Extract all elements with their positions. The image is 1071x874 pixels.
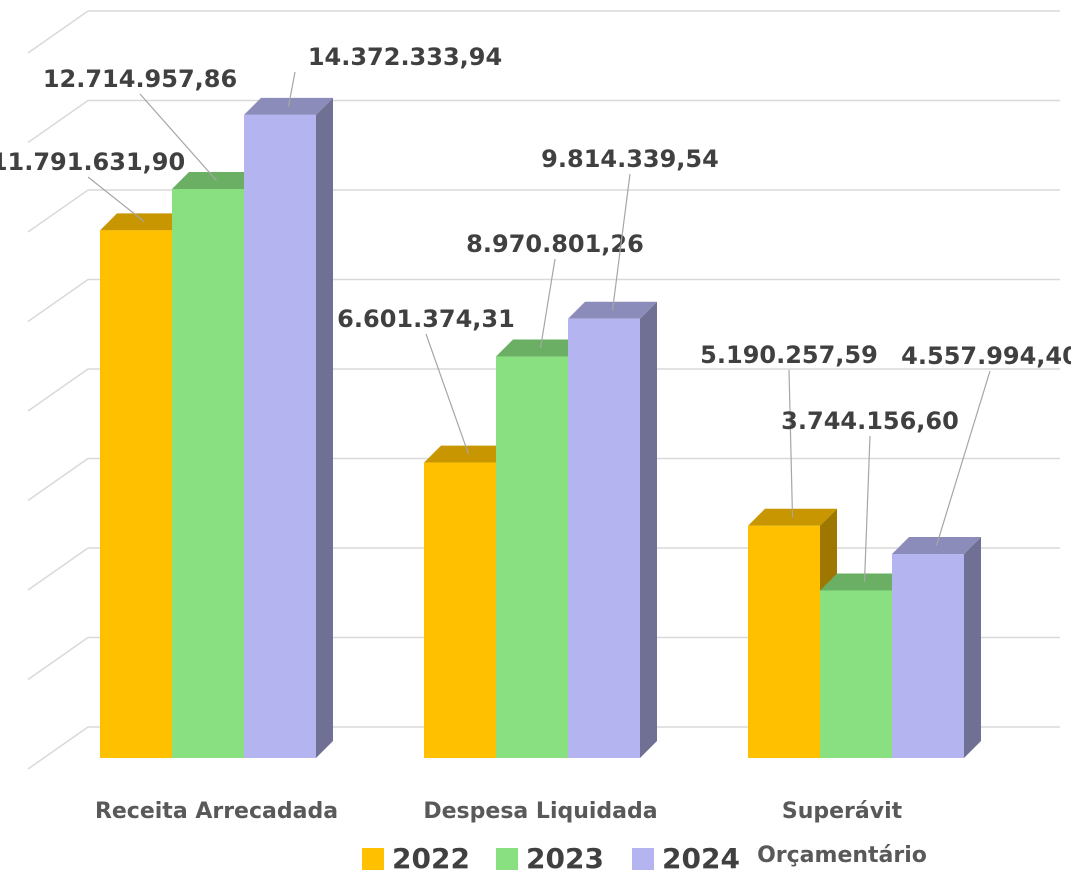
data-label: 8.970.801,26 — [466, 230, 644, 258]
leader-line — [425, 333, 470, 455]
grid-line-floor — [27, 99, 89, 144]
leader-line — [87, 176, 145, 223]
leader-line — [287, 71, 296, 107]
leader-line — [611, 173, 631, 311]
grid-line-floor — [27, 278, 89, 323]
legend-label: 2024 — [662, 842, 740, 874]
data-label: 14.372.333,94 — [308, 43, 502, 71]
bar — [172, 189, 244, 759]
bar — [244, 114, 316, 758]
bar — [820, 590, 892, 758]
data-label: 4.557.994,40 — [901, 342, 1071, 370]
bar — [748, 525, 820, 758]
bar — [568, 318, 640, 758]
legend-label: 2023 — [526, 842, 604, 874]
bar — [496, 356, 568, 758]
legend-swatch — [496, 848, 518, 870]
legend-label: 2022 — [392, 842, 470, 874]
legend-swatch — [632, 848, 654, 870]
grid-line-floor — [27, 368, 89, 412]
category-label: Receita Arrecadada — [94, 799, 339, 824]
bar — [100, 230, 172, 759]
grid-line-floor — [27, 457, 89, 502]
leader-line — [539, 258, 556, 349]
bar — [892, 554, 964, 758]
data-label: 6.601.374,31 — [337, 305, 515, 333]
bar — [424, 462, 496, 758]
bar-side — [640, 301, 657, 758]
bar-side — [964, 537, 981, 758]
legend-swatch — [362, 848, 384, 870]
leader-line — [788, 369, 794, 518]
leader-line — [139, 93, 217, 181]
data-label: 11.791.631,90 — [0, 148, 185, 176]
grid-line-floor — [27, 636, 89, 681]
category-label: Superávit Orçamentário — [757, 799, 927, 868]
category-label: Despesa Liquidada — [423, 799, 658, 824]
data-label: 12.714.957,86 — [43, 65, 237, 93]
leader-line — [863, 435, 871, 582]
leader-line — [935, 370, 991, 546]
grid-line-floor — [27, 10, 89, 54]
data-label: 5.190.257,59 — [700, 341, 878, 369]
bar-side — [316, 97, 333, 758]
data-label: 3.744.156,60 — [781, 407, 959, 435]
data-label: 9.814.339,54 — [541, 145, 719, 173]
grid-line-floor — [27, 189, 89, 233]
grid-line-floor — [27, 547, 89, 591]
grid-line-floor — [27, 726, 89, 770]
